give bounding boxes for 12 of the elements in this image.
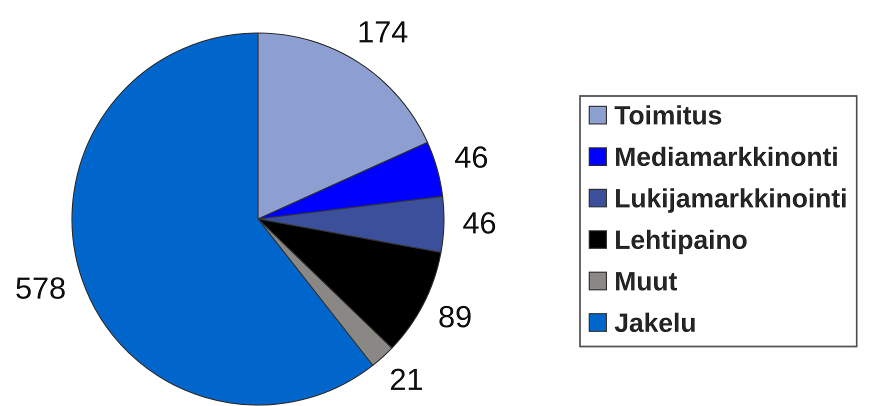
data-label: 21 [391,368,422,390]
legend-label: Jakelu [614,312,695,332]
legend-label: Lehtipaino [616,230,747,254]
data-label: 46 [463,212,496,234]
data-label: 89 [439,306,471,328]
data-label: 174 [360,21,408,42]
data-label: 46 [455,146,488,168]
legend-label: Toimitus [614,105,722,125]
legend-label: Muut [616,272,677,291]
data-label: 578 [16,277,65,299]
legend-label: Lukijamarkkinointi [616,188,846,213]
legend-label: Mediamarkkinonti [616,146,837,166]
